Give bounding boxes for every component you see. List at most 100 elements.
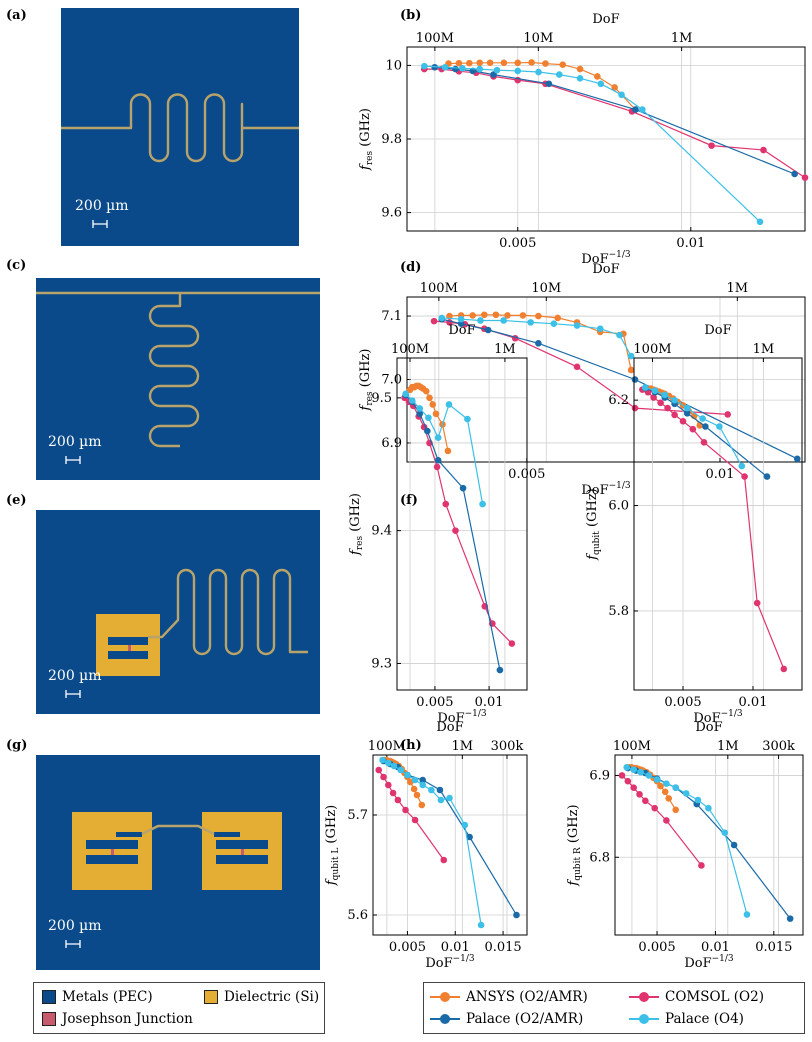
data-point-palace_o2 <box>459 484 467 492</box>
junction-e <box>128 645 131 651</box>
cap-right-bottom-g <box>216 855 268 864</box>
data-point-palace_o4 <box>434 434 442 441</box>
top-axis-title-d: DoF <box>592 262 619 277</box>
scale-bar-c-bar <box>65 456 81 464</box>
data-point-palace_o4 <box>756 218 764 226</box>
series-palace_o2-b <box>431 63 798 178</box>
data-point-palace_o4 <box>623 763 630 771</box>
legend-palace-o2-label: Palace (O2/AMR) <box>466 1011 584 1027</box>
ytick-label-d: 7.0 <box>381 373 402 388</box>
data-point-palace_o4 <box>573 322 581 329</box>
palace-o2-marker-icon <box>430 1013 460 1025</box>
meander-trace-e <box>148 568 308 656</box>
ytick-label-f2: 6.2 <box>608 393 629 408</box>
data-point-palace_o4 <box>651 387 659 394</box>
ytick-label-h2: 6.9 <box>589 768 610 783</box>
data-point-palace_o2 <box>535 340 542 347</box>
data-point-palace_o4 <box>705 804 712 812</box>
data-point-palace_o2 <box>632 106 639 113</box>
data-point-palace_o4 <box>438 314 446 322</box>
data-point-palace_o4 <box>661 391 669 399</box>
data-point-comsol <box>741 473 748 480</box>
series-line-palace_o2 <box>383 760 518 916</box>
data-point-comsol <box>801 174 809 181</box>
data-point-palace_o4 <box>535 68 542 76</box>
data-point-comsol <box>663 817 670 824</box>
series-comsol-f1 <box>401 394 516 647</box>
xtick-label-f2: 0.01 <box>739 695 768 710</box>
series-legend: ANSYS (O2/AMR) COMSOL (O2) Palace (O2/AM… <box>423 982 805 1034</box>
data-point-palace_o4 <box>404 771 411 779</box>
legend-dielectric-label: Dielectric (Si) <box>224 989 320 1005</box>
data-point-comsol <box>671 411 678 419</box>
panel-label-f: (f) <box>400 493 418 508</box>
material-legend: Metals (PEC) Dielectric (Si) Josephson J… <box>33 982 325 1034</box>
data-point-ansys <box>519 312 527 319</box>
data-point-comsol <box>650 394 657 401</box>
scale-bar-e-label: 200 µm <box>48 668 102 684</box>
xtick-label-f1: 0.01 <box>475 695 504 710</box>
data-point-palace_o4 <box>641 384 649 391</box>
data-point-palace_o2 <box>631 376 639 383</box>
data-point-ansys <box>672 806 680 814</box>
data-point-palace_o4 <box>596 325 604 333</box>
data-point-palace_o4 <box>672 784 680 792</box>
data-point-palace_o4 <box>385 759 392 767</box>
series-palace_o4-b <box>421 62 764 226</box>
data-point-palace_o4 <box>699 415 706 422</box>
top-tick-label-b: 100M <box>416 31 454 46</box>
data-point-ansys <box>504 312 511 319</box>
series-palace_o2-h1 <box>380 757 520 919</box>
scale-bar-g-bar <box>65 940 81 948</box>
ytick-label-f1: 9.3 <box>371 656 392 671</box>
top-axis-title-h1: DoF <box>436 720 463 735</box>
ansys-marker-icon <box>430 991 460 1003</box>
data-point-palace_o2 <box>452 65 459 73</box>
data-point-comsol <box>753 599 761 607</box>
series-line-comsol <box>404 397 513 644</box>
data-point-palace_o2 <box>545 80 553 88</box>
series-ansys-f1 <box>406 382 452 455</box>
series-palace_o4-h2 <box>623 763 751 918</box>
data-point-comsol <box>700 439 708 446</box>
data-point-ansys <box>410 785 418 793</box>
data-point-comsol <box>651 804 659 812</box>
ytick-label-f2: 6.0 <box>608 499 629 514</box>
data-point-palace_o2 <box>763 473 771 480</box>
data-point-palace_o4 <box>397 766 405 774</box>
series-line-palace_o2 <box>441 318 798 460</box>
data-point-palace_o4 <box>419 781 427 789</box>
data-point-comsol <box>442 500 450 508</box>
data-point-palace_o2 <box>436 786 444 794</box>
data-point-comsol <box>452 527 459 534</box>
data-point-palace_o4 <box>555 71 563 78</box>
data-point-palace_o4 <box>428 786 435 794</box>
data-point-comsol <box>402 806 409 814</box>
data-point-palace_o4 <box>639 106 646 113</box>
series-line-comsol <box>642 389 785 670</box>
y-axis-title-h2: fqubit R (GHz) <box>566 804 583 886</box>
data-point-ansys <box>469 312 476 319</box>
ytick-label-d: 7.1 <box>381 309 402 324</box>
data-point-palace_o4 <box>500 317 507 324</box>
xtick-label-h2: 0.015 <box>755 940 792 955</box>
data-point-comsol <box>375 766 383 774</box>
data-point-palace_o2 <box>416 410 424 418</box>
data-point-palace_o4 <box>476 65 483 73</box>
data-point-ansys <box>455 59 463 67</box>
panel-label-a: (a) <box>6 8 27 23</box>
data-point-comsol <box>689 425 697 433</box>
series-palace_o2-f1 <box>402 391 504 674</box>
data-point-ansys <box>665 795 673 802</box>
junction-left-g <box>111 849 114 855</box>
data-point-palace_o4 <box>682 790 690 797</box>
data-point-comsol <box>636 790 643 798</box>
y-axis-title-f1: fres (GHz) <box>348 493 365 556</box>
data-point-palace_o4 <box>653 776 661 783</box>
legend-palace-o4-label: Palace (O4) <box>665 1011 744 1027</box>
ytick-label-h1: 5.6 <box>347 908 368 923</box>
top-tick-label-f2: 1M <box>753 342 775 357</box>
legend-junction: Josephson Junction <box>42 1011 193 1027</box>
data-point-palace_o4 <box>514 67 522 75</box>
xtick-label-h2: 0.01 <box>701 940 730 955</box>
